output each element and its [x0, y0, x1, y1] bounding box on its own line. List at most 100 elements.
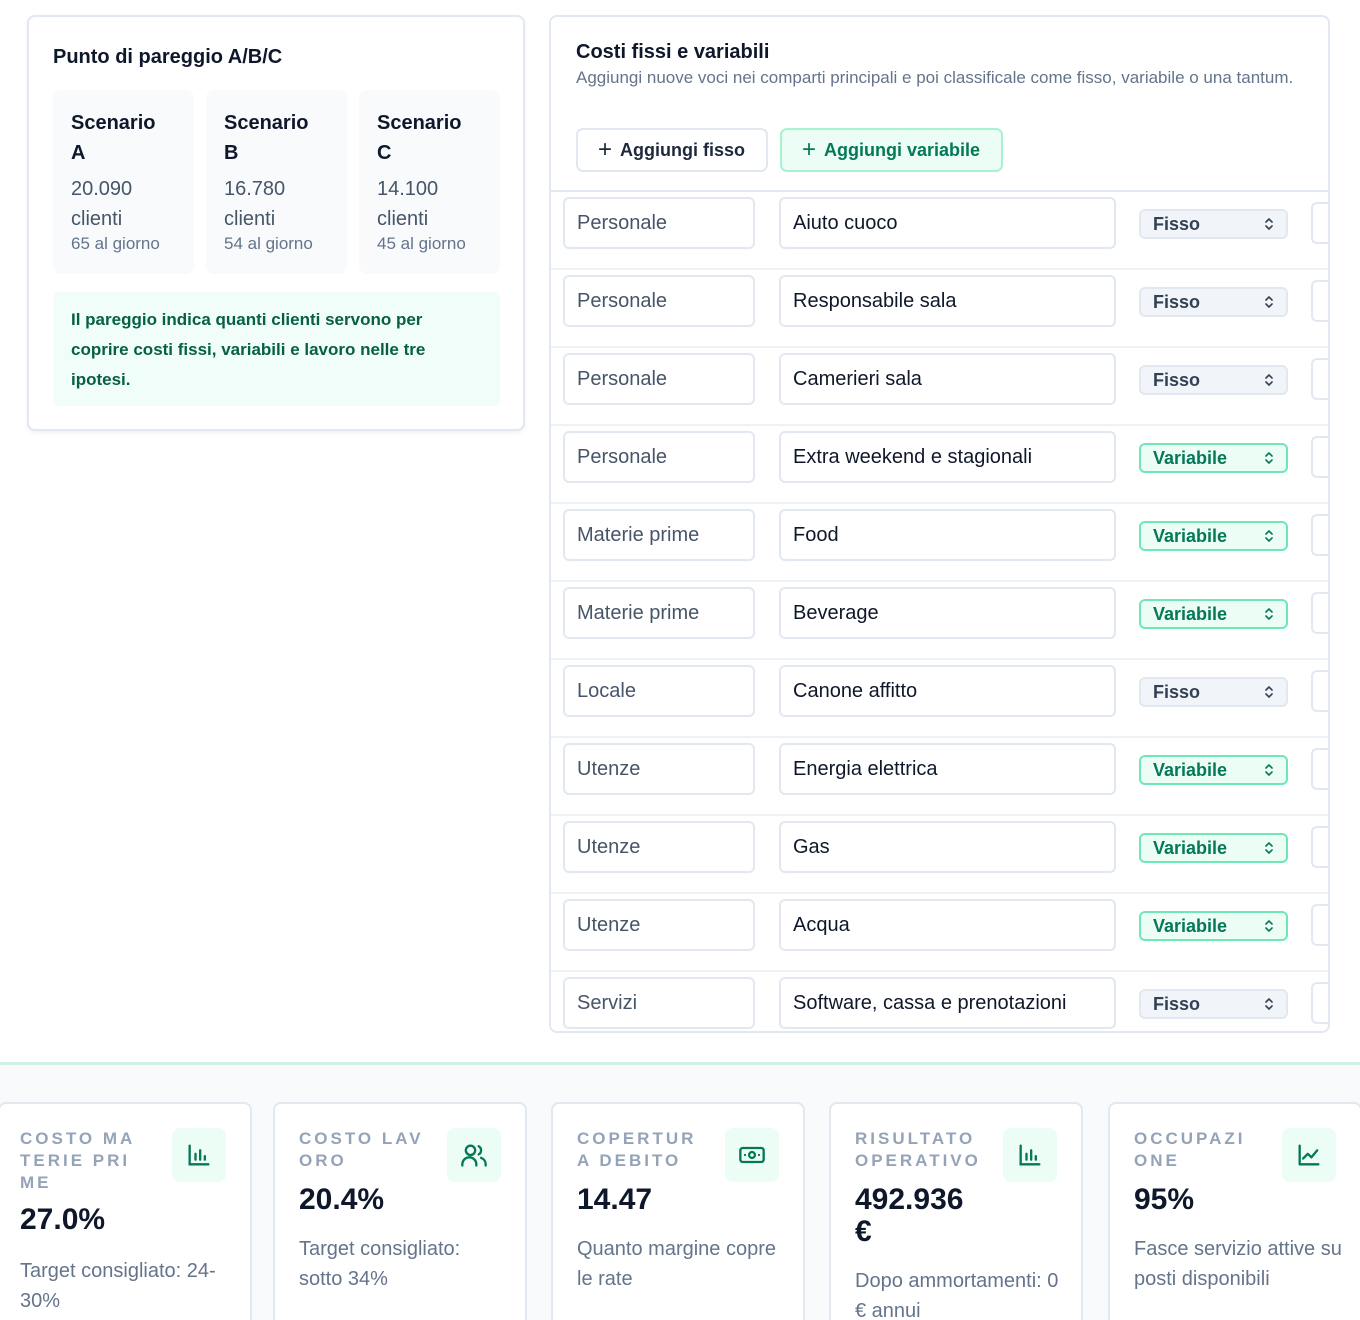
cost-name-input[interactable]: Extra weekend e stagionali	[779, 431, 1116, 483]
cost-type-select[interactable]: Variabile	[1139, 755, 1288, 785]
kpi-card-occupancy: OCCUPAZIONE 95% Fasce servizio attive su…	[1108, 1102, 1360, 1320]
cost-name-input[interactable]: Food	[779, 509, 1116, 561]
cost-name-input[interactable]: Beverage	[779, 587, 1116, 639]
cost-category-input[interactable]: Utenze	[563, 899, 755, 951]
cost-type-select[interactable]: Fisso	[1139, 209, 1288, 239]
chevron-up-down-icon	[1265, 764, 1273, 776]
chevron-up-down-icon	[1265, 608, 1273, 620]
cost-type-select[interactable]: Variabile	[1139, 833, 1288, 863]
cost-name-input[interactable]: Gas	[779, 821, 1116, 873]
scenario-clients: 14.100 clienti	[377, 178, 439, 230]
cost-type-select[interactable]: Variabile	[1139, 911, 1288, 941]
cost-type-select[interactable]: Fisso	[1139, 365, 1288, 395]
cost-type-value: Variabile	[1153, 759, 1228, 780]
cost-name-input[interactable]: Aiuto cuoco	[779, 197, 1116, 249]
cost-amount-input[interactable]	[1311, 592, 1328, 634]
kpi-label: RISULTATO OPERATIVO	[855, 1129, 981, 1170]
cost-row: Personale Extra weekend e stagionali Varia…	[551, 426, 1328, 504]
costs-title: Costi fissi e variabili	[576, 41, 770, 63]
cost-row: Utenze Acqua Variabile	[551, 894, 1328, 972]
cost-type-value: Variabile	[1153, 603, 1228, 624]
cost-name-input[interactable]: Canone affitto	[779, 665, 1116, 717]
cost-rows-list: Personale Aiuto cuoco Fisso Personale Respon…	[551, 190, 1328, 1031]
cost-category-input[interactable]: Personale	[563, 275, 755, 327]
cost-category-input[interactable]: Personale	[563, 353, 755, 405]
scenario-name: Scenario A	[71, 112, 156, 164]
cost-type-value: Fisso	[1153, 369, 1201, 390]
bar-chart-icon	[172, 1128, 226, 1182]
scenario-clients: 16.780 clienti	[224, 178, 286, 230]
kpi-description: Dopo ammortamenti: 0 € annui	[855, 1270, 1059, 1320]
cost-row: Locale Canone affitto Fisso	[551, 660, 1328, 738]
cost-row: Personale Camerieri sala Fisso	[551, 348, 1328, 426]
cost-category-input[interactable]: Personale	[563, 431, 755, 483]
cost-name-input[interactable]: Energia elettrica	[779, 743, 1116, 795]
cost-type-select[interactable]: Variabile	[1139, 521, 1288, 551]
cost-type-value: Variabile	[1153, 447, 1228, 468]
cost-type-select[interactable]: Fisso	[1139, 677, 1288, 707]
scenario-a-card: Scenario A 20.090 clienti 65 al giorno	[53, 90, 194, 274]
cost-category-input[interactable]: Utenze	[563, 743, 755, 795]
scenario-per-day: 45 al giorno	[377, 234, 466, 253]
cost-type-select[interactable]: Fisso	[1139, 989, 1288, 1019]
cost-category-input[interactable]: Personale	[563, 197, 755, 249]
breakeven-card: Punto di pareggio A/B/C Scenario A 20.09…	[27, 15, 525, 431]
cost-type-value: Variabile	[1153, 915, 1228, 936]
kpi-value: 95%	[1134, 1183, 1195, 1216]
cost-category-input[interactable]: Materie prime	[563, 587, 755, 639]
chevron-up-down-icon	[1265, 374, 1273, 386]
bar-chart-icon	[1003, 1128, 1057, 1182]
users-icon	[447, 1128, 501, 1182]
add-variable-label: Aggiungi variabile	[824, 139, 981, 160]
cost-row: Utenze Gas Variabile	[551, 816, 1328, 894]
breakeven-title: Punto di pareggio A/B/C	[53, 46, 283, 68]
kpi-card-debt-coverage: COPERTURA DEBITO 14.47 Quanto margine co…	[551, 1102, 805, 1320]
cost-category-input[interactable]: Servizi	[563, 977, 755, 1029]
scenario-per-day: 65 al giorno	[71, 234, 160, 253]
cost-amount-input[interactable]	[1311, 436, 1328, 478]
cost-category-input[interactable]: Utenze	[563, 821, 755, 873]
cost-type-select[interactable]: Variabile	[1139, 599, 1288, 629]
cost-amount-input[interactable]	[1311, 202, 1328, 244]
cost-name-input[interactable]: Software, cassa e prenotazioni	[779, 977, 1116, 1029]
cost-row: Materie prime Beverage Variabile	[551, 582, 1328, 660]
cost-amount-input[interactable]	[1311, 748, 1328, 790]
cost-type-value: Variabile	[1153, 837, 1228, 858]
scenario-name: Scenario B	[224, 112, 309, 164]
cost-name-input[interactable]: Acqua	[779, 899, 1116, 951]
cost-name-input[interactable]: Responsabile sala	[779, 275, 1116, 327]
chevron-up-down-icon	[1265, 920, 1273, 932]
cost-amount-input[interactable]	[1311, 670, 1328, 712]
trend-chart-icon	[1282, 1128, 1336, 1182]
cost-category-input[interactable]: Locale	[563, 665, 755, 717]
costs-subtitle: Aggiungi nuove voci nei comparti princip…	[576, 68, 1294, 87]
kpi-label: COSTO LAVORO	[299, 1129, 424, 1170]
kpi-label: COSTO MATERIE PRIME	[20, 1129, 136, 1192]
cost-amount-input[interactable]	[1311, 358, 1328, 400]
kpi-label: COPERTURA DEBITO	[577, 1129, 697, 1170]
cost-amount-input[interactable]	[1311, 982, 1328, 1024]
chevron-up-down-icon	[1265, 998, 1273, 1010]
cost-amount-input[interactable]	[1311, 826, 1328, 868]
kpi-description: Target consigliato: 24-30%	[20, 1260, 216, 1312]
add-variable-button[interactable]: + Aggiungi variabile	[780, 128, 1003, 172]
kpi-description: Fasce servizio attive su posti disponibi…	[1134, 1238, 1342, 1290]
chevron-up-down-icon	[1265, 842, 1273, 854]
plus-icon: +	[598, 136, 613, 163]
section-divider	[0, 1062, 1360, 1065]
add-fixed-button[interactable]: + Aggiungi fisso	[576, 128, 768, 172]
cost-amount-input[interactable]	[1311, 514, 1328, 556]
add-fixed-label: Aggiungi fisso	[620, 139, 746, 160]
cost-type-select[interactable]: Variabile	[1139, 443, 1288, 473]
breakeven-note: Il pareggio indica quanti clienti servon…	[53, 292, 500, 406]
cost-row: Materie prime Food Variabile	[551, 504, 1328, 582]
cost-name-input[interactable]: Camerieri sala	[779, 353, 1116, 405]
cost-type-select[interactable]: Fisso	[1139, 287, 1288, 317]
cost-type-value: Fisso	[1153, 681, 1201, 702]
cost-row: Utenze Energia elettrica Variabile	[551, 738, 1328, 816]
cost-category-input[interactable]: Materie prime	[563, 509, 755, 561]
cost-amount-input[interactable]	[1311, 280, 1328, 322]
cost-amount-input[interactable]	[1311, 904, 1328, 946]
kpi-value: 492.936 €	[855, 1183, 964, 1248]
scenario-per-day: 54 al giorno	[224, 234, 313, 253]
